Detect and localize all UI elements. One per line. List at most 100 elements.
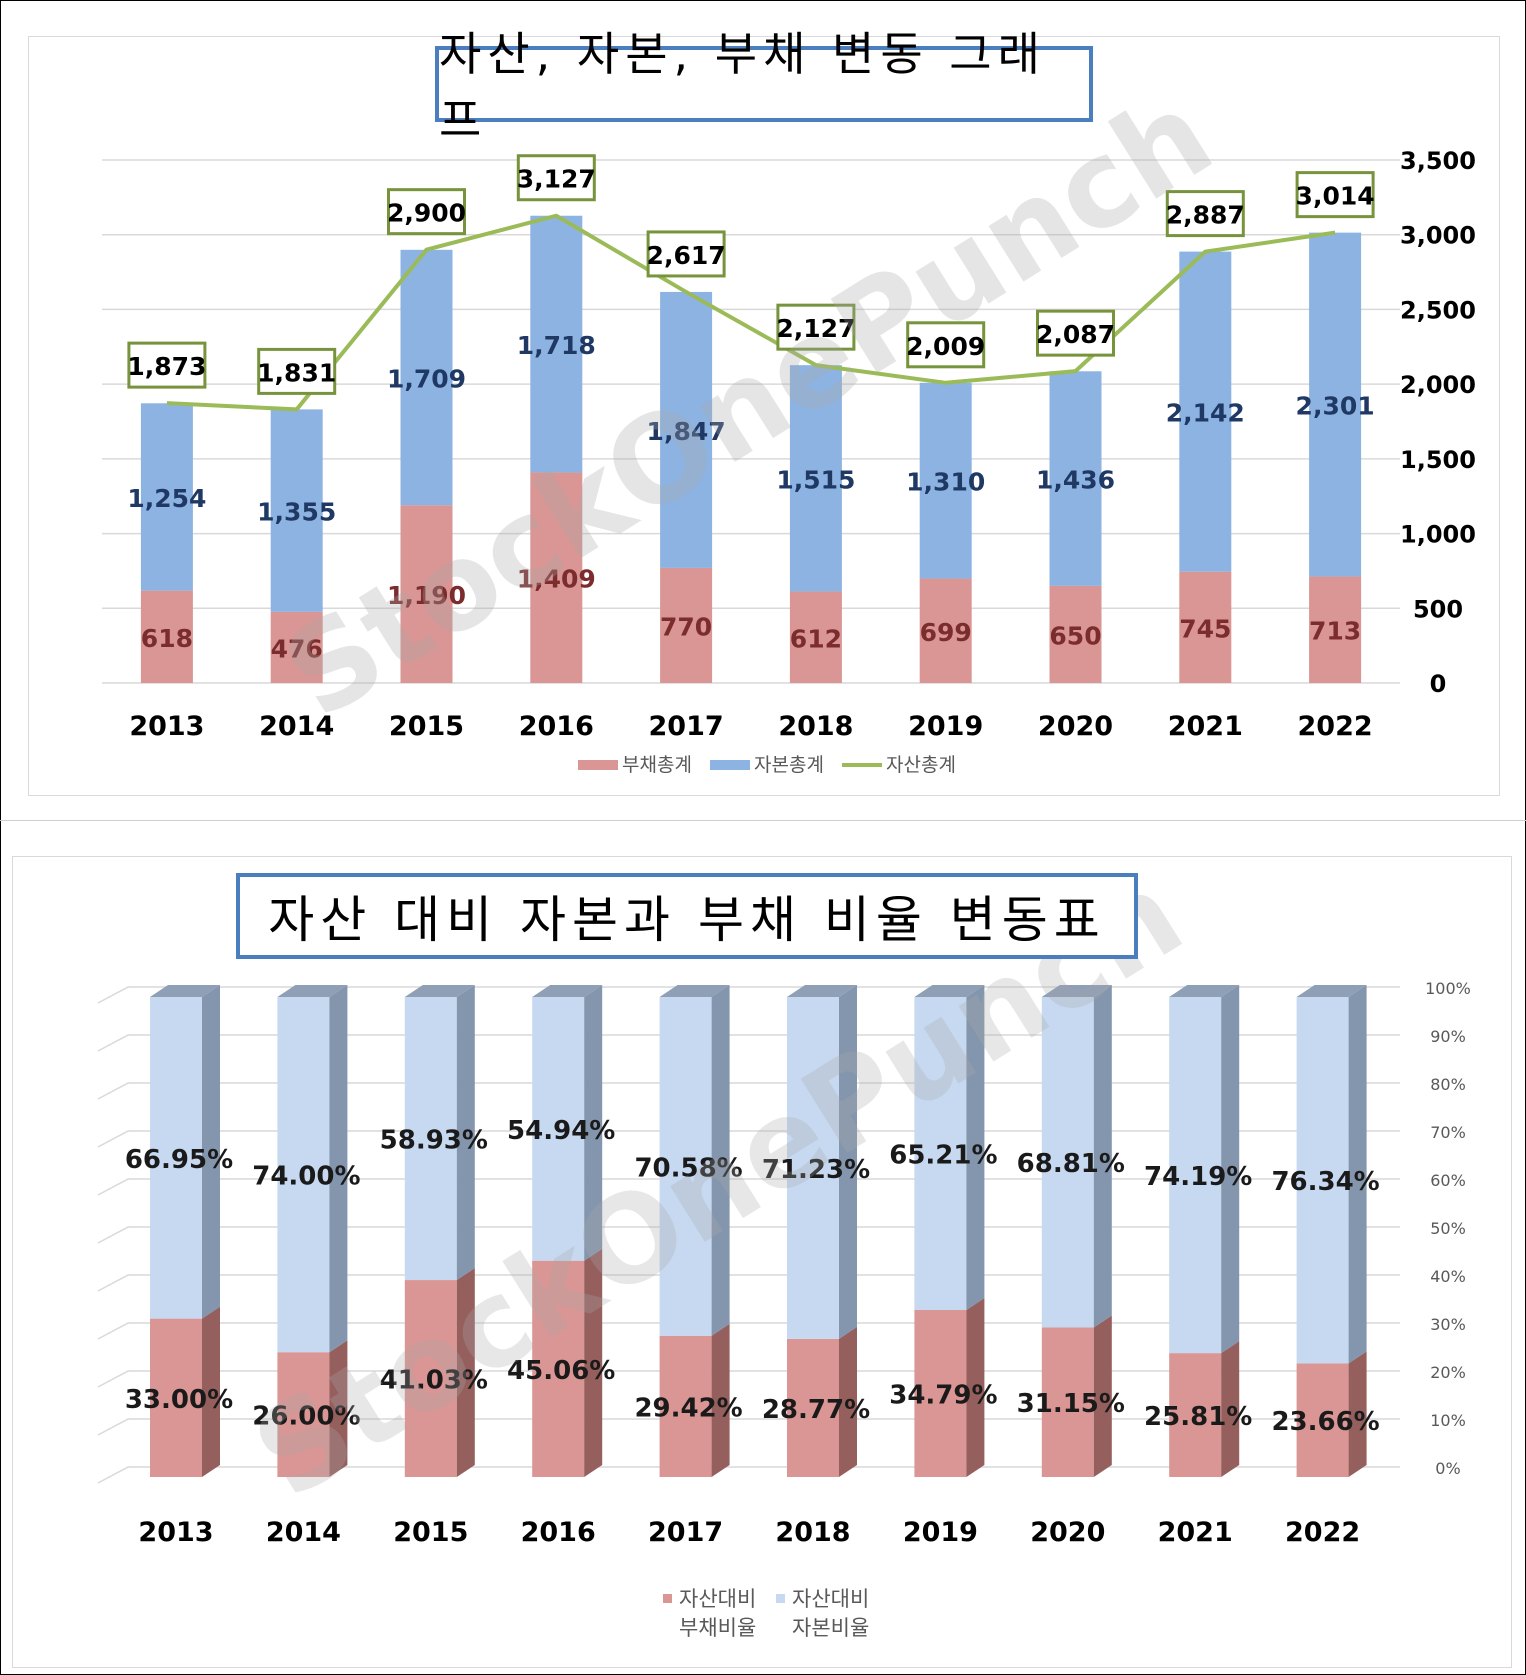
bar-debt-side [202, 1306, 220, 1477]
bar-equity [140, 403, 193, 591]
bar-debt [789, 591, 842, 683]
bar-debt [1169, 1353, 1222, 1477]
bar-debt [787, 1338, 839, 1477]
bar-equity-side [839, 985, 857, 1339]
bar-debt [1049, 585, 1102, 683]
bar-equity [1169, 997, 1222, 1354]
bar-top-face [404, 985, 475, 997]
gridline-side [97, 1178, 129, 1196]
bar-equity-side [584, 985, 603, 1261]
data-label-debt: 1,190 [387, 581, 466, 610]
data-label-equity: 1,355 [257, 498, 336, 527]
y-tick-label: 2,500 [1400, 296, 1476, 324]
x-tick-label: 2013 [138, 1517, 213, 1548]
bar-debt-side [1221, 1341, 1240, 1477]
x-tick-label: 2014 [266, 1517, 341, 1548]
bar-debt [530, 472, 583, 683]
bar-debt-side [711, 1323, 730, 1477]
bar-top-face [277, 985, 348, 997]
data-label-equity: 58.93% [380, 1126, 488, 1156]
y-tick-label: 60% [1430, 1171, 1466, 1190]
gridline-side [97, 986, 129, 1004]
data-label-total: 2,127 [776, 314, 855, 343]
y-tick-label: 0 [1430, 670, 1447, 698]
x-tick-label: 2019 [908, 711, 983, 742]
bar-equity [530, 215, 583, 473]
x-tick-label: 2017 [649, 711, 724, 742]
bar-equity [1309, 232, 1362, 577]
y-tick-label: 20% [1430, 1363, 1466, 1382]
data-label-box-total [1036, 309, 1115, 357]
data-label-equity: 65.21% [889, 1141, 997, 1171]
bar-debt [919, 578, 972, 683]
bar-top-face [532, 985, 603, 997]
x-tick-label: 2015 [393, 1517, 468, 1548]
bar-equity [659, 997, 712, 1336]
data-label-box-total [1165, 190, 1245, 238]
legend-label-equity-line2: 자본비율 [792, 1616, 869, 1640]
legend-label-debt-line1: 자산대비 [679, 1587, 756, 1611]
data-label-debt: 45.06% [507, 1356, 615, 1386]
y-tick-label: 100% [1425, 979, 1471, 998]
legend-label-total: 자산총계 [886, 754, 956, 776]
y-tick-label: 2,000 [1400, 371, 1476, 399]
data-label-total: 2,009 [906, 332, 985, 361]
y-tick-label: 3,500 [1400, 147, 1476, 175]
panel-divider [0, 820, 1526, 821]
bar-debt-side [839, 1326, 857, 1477]
bar-debt [270, 611, 323, 683]
bar-debt [1179, 571, 1232, 683]
bar-equity-side [329, 985, 348, 1353]
bar-equity [150, 997, 202, 1319]
y-tick-label: 3,000 [1400, 222, 1476, 250]
data-label-debt: 699 [920, 618, 972, 647]
bar-top-face [150, 985, 220, 997]
bar-debt-side [1093, 1315, 1112, 1477]
bar-equity [404, 997, 457, 1281]
x-tick-label: 2017 [648, 1517, 723, 1548]
bar-equity-side [202, 985, 220, 1319]
bar-top-face [1041, 985, 1112, 997]
bar-debt-side [584, 1248, 603, 1477]
data-label-box-total [127, 341, 207, 389]
data-label-debt: 41.03% [380, 1366, 488, 1396]
x-tick-label: 2015 [389, 711, 464, 742]
x-tick-label: 2013 [129, 711, 204, 742]
bar-equity [789, 365, 842, 592]
data-label-equity: 2,142 [1166, 399, 1245, 428]
y-tick-label: 10% [1430, 1411, 1466, 1430]
y-tick-label: 40% [1430, 1267, 1466, 1286]
bar-debt [400, 505, 453, 683]
data-label-total: 2,900 [387, 199, 466, 228]
bar-top-face [914, 985, 985, 997]
data-label-box-total [646, 230, 726, 278]
bar-equity-side [1221, 985, 1240, 1354]
data-label-total: 1,873 [127, 352, 206, 381]
bar-debt-side [329, 1340, 348, 1477]
y-tick-label: 30% [1430, 1315, 1466, 1334]
data-label-debt: 745 [1179, 614, 1231, 643]
bar-equity [919, 382, 972, 579]
bar-debt-side [456, 1268, 475, 1477]
bar-debt [660, 567, 713, 683]
bar-debt [1296, 1363, 1349, 1477]
legend-swatch-equity [710, 760, 750, 770]
legend-label-equity-line1: 자산대비 [792, 1587, 869, 1611]
y-tick-label: 1,000 [1400, 521, 1476, 549]
y-tick-label: 50% [1430, 1219, 1466, 1238]
data-label-box-total [516, 154, 596, 202]
data-label-debt: 25.81% [1144, 1402, 1252, 1432]
x-tick-label: 2022 [1298, 711, 1373, 742]
line-total-assets [166, 213, 1336, 412]
gridline-side [97, 1370, 129, 1388]
bar-debt [1309, 576, 1362, 683]
legend-swatch-equity [776, 1594, 785, 1603]
bar-debt-side [1348, 1351, 1367, 1477]
x-tick-label: 2020 [1038, 711, 1113, 742]
data-label-box-total [387, 188, 466, 236]
data-label-debt: 28.77% [762, 1395, 870, 1425]
bar-equity [532, 997, 585, 1261]
y-tick-label: 70% [1430, 1123, 1466, 1142]
data-label-equity: 1,310 [906, 468, 985, 497]
bar-debt-side [966, 1298, 985, 1477]
